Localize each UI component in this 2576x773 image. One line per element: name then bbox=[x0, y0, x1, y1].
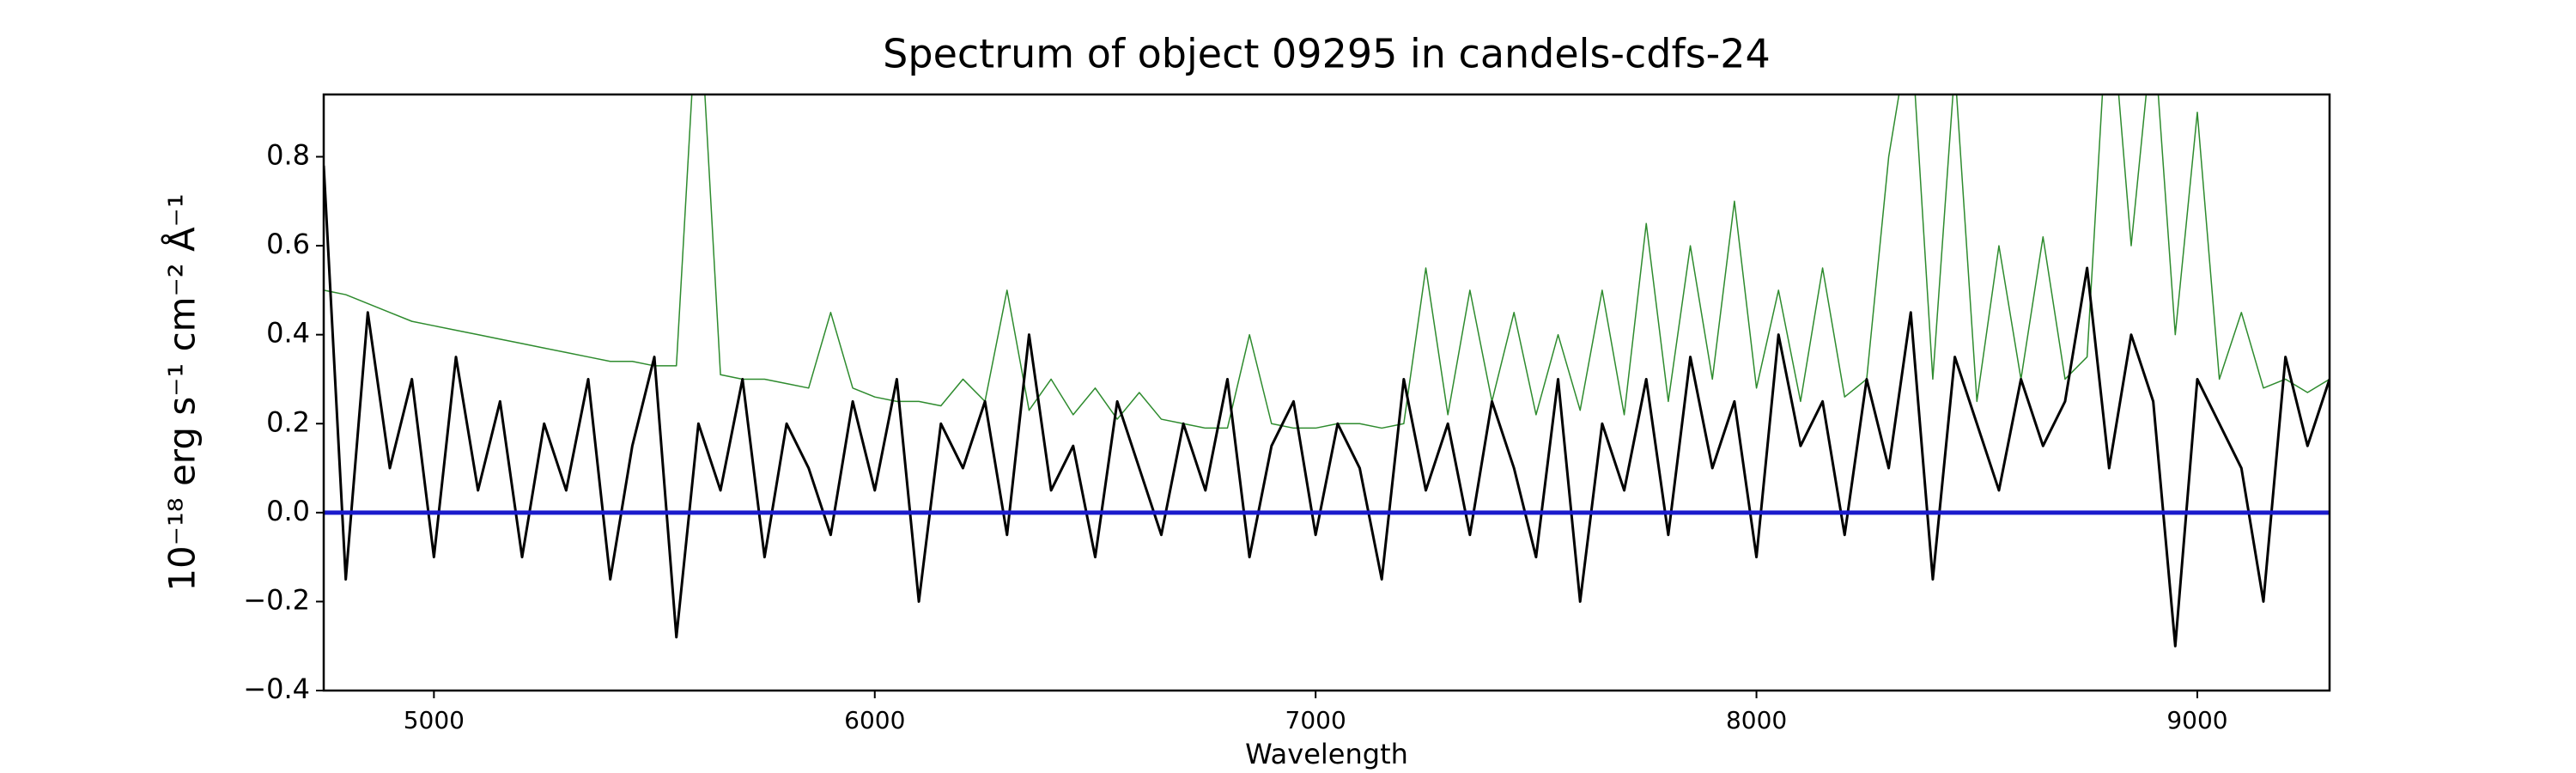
spectrum-line bbox=[324, 165, 2330, 648]
x-axis-label: Wavelength bbox=[1245, 738, 1408, 770]
spectrum-line bbox=[324, 94, 2330, 429]
y-tick-label: −0.4 bbox=[243, 673, 310, 705]
y-tick-label: 0.6 bbox=[266, 228, 310, 260]
x-tick-label: 8000 bbox=[1726, 706, 1787, 734]
plot-frame bbox=[322, 93, 2331, 692]
y-axis-label: 10⁻¹⁸ erg s⁻¹ cm⁻² Å⁻¹ bbox=[161, 193, 204, 591]
y-tick-label: 0.8 bbox=[266, 139, 310, 172]
x-tick-label: 6000 bbox=[844, 706, 905, 734]
x-tick-label: 5000 bbox=[404, 706, 465, 734]
y-tick-label: −0.2 bbox=[243, 583, 310, 616]
y-tick-label: 0.2 bbox=[266, 405, 310, 438]
y-tick-label: 0.4 bbox=[266, 317, 310, 350]
x-tick-label: 7000 bbox=[1285, 706, 1346, 734]
y-tick-label: 0.0 bbox=[266, 495, 310, 527]
x-tick-label: 9000 bbox=[2166, 706, 2227, 734]
plot-area bbox=[324, 94, 2330, 648]
chart-title: Spectrum of object 09295 in candels-cdfs… bbox=[883, 31, 1771, 77]
